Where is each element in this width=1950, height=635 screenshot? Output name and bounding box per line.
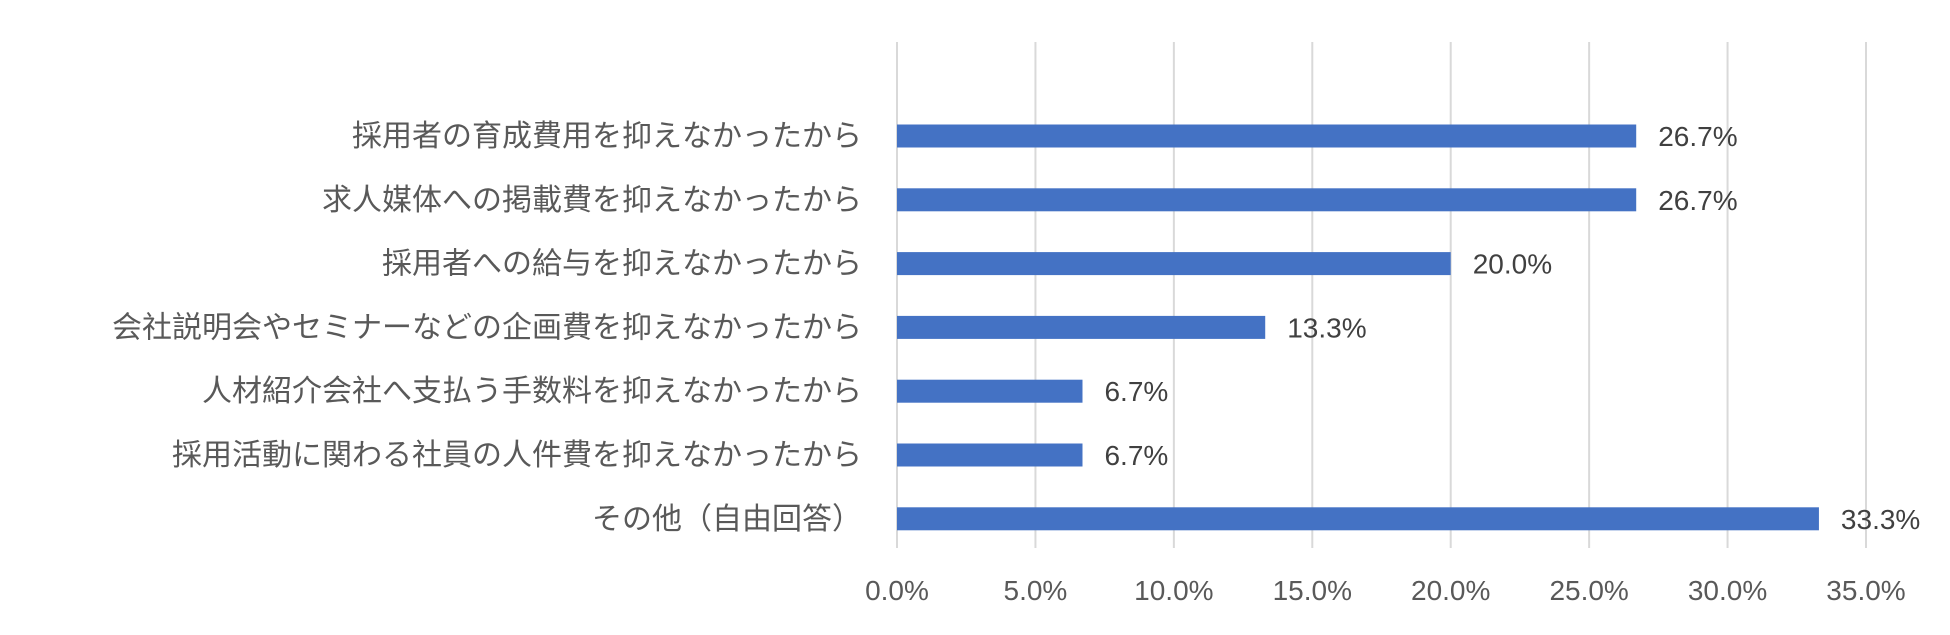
data-label: 20.0% [1473,249,1552,280]
x-tick-label: 15.0% [1273,575,1352,606]
category-labels: 採用者の育成費用を抑えなかったから求人媒体への掲載費を抑えなかったから採用者への… [112,119,862,537]
value-labels: 26.7% 26.7% 20.0% 13.3% 6.7% 6.7% 33.3% [1104,121,1920,535]
category-label: 採用者の育成費用を抑えなかったから [352,119,862,154]
category-label: 人材紹介会社へ支払う手数料を抑えなかったから [202,374,862,409]
category-label: その他（自由回答） [592,502,862,537]
category-label: 採用活動に関わる社員の人件費を抑えなかったから [172,438,862,473]
category-label: 会社説明会やセミナーなどの企画費を抑えなかったから [112,310,862,345]
x-axis-tick-labels: 0.0% 5.0% 10.0% 15.0% 20.0% 25.0% 30.0% 35.0% [865,575,1906,606]
x-tick-label: 30.0% [1688,575,1767,606]
data-label: 33.3% [1841,504,1920,535]
x-tick-label: 10.0% [1134,575,1213,606]
x-tick-label: 5.0% [1004,575,1068,606]
data-label: 6.7% [1104,440,1168,471]
bar [897,379,1083,403]
x-tick-label: 25.0% [1549,575,1628,606]
data-label: 26.7% [1658,185,1737,216]
x-tick-label: 20.0% [1411,575,1490,606]
data-label: 13.3% [1287,312,1366,343]
bar [897,315,1266,339]
gridlines [896,42,1867,548]
bar [897,443,1083,467]
bar [897,252,1451,276]
bar [897,188,1637,212]
category-label: 求人媒体への掲載費を抑えなかったから [322,183,862,218]
category-label: 採用者への給与を抑えなかったから [382,247,862,282]
bar [897,507,1819,531]
bars [897,124,1819,531]
bar [897,124,1637,148]
x-tick-label: 35.0% [1826,575,1905,606]
data-label: 6.7% [1104,376,1168,407]
x-tick-label: 0.0% [865,575,929,606]
data-label: 26.7% [1658,121,1737,152]
